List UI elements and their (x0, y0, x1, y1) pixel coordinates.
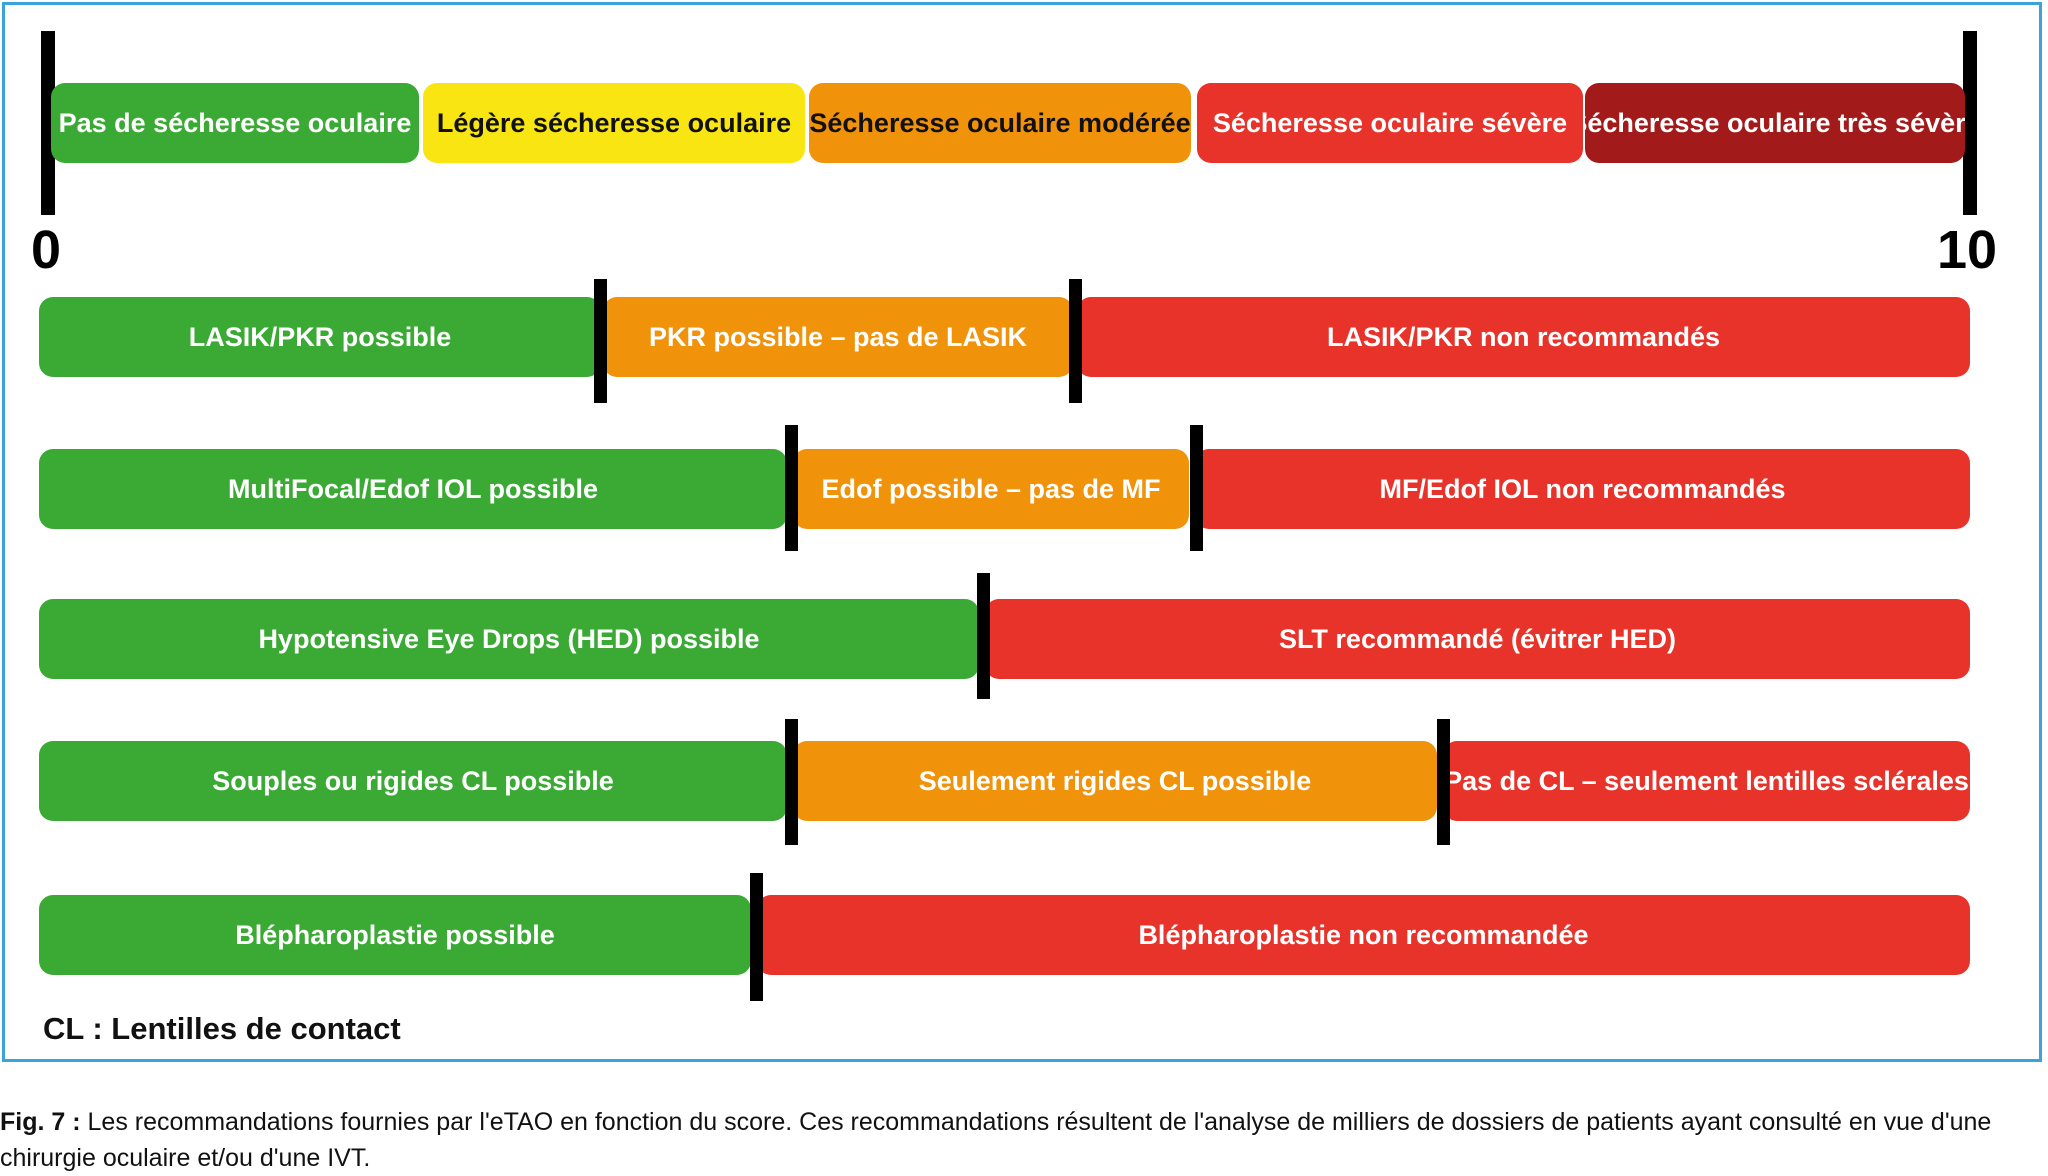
legend-note: CL : Lentilles de contact (43, 1011, 401, 1046)
row1-threshold-1 (594, 279, 607, 403)
mf-edof-possible-segment: MultiFocal/Edof IOL possible (39, 449, 787, 529)
lasik-not-recommended-segment: LASIK/PKR non recommandés (1077, 297, 1970, 377)
figure-caption: Fig. 7 : Les recommandations fournies pa… (0, 1104, 2048, 1176)
severity-level-mild: Légère sécheresse oculaire (423, 83, 805, 163)
pkr-only-segment: PKR possible – pas de LASIK (603, 297, 1073, 377)
row4-threshold-1 (785, 719, 798, 845)
hed-possible-segment: Hypotensive Eye Drops (HED) possible (39, 599, 979, 679)
scale-max-label: 10 (1937, 220, 1998, 280)
soft-rigid-cl-possible-segment: Souples ou rigides CL possible (39, 741, 787, 821)
scale-tick-end (1963, 31, 1977, 215)
row4-threshold-2 (1437, 719, 1450, 845)
scleral-only-segment: Pas de CL – seulement lentilles sclérale… (1443, 741, 1970, 821)
caption-text: Les recommandations fournies par l'eTAO … (0, 1108, 1992, 1172)
caption-label: Fig. 7 : (0, 1108, 81, 1136)
row2-threshold-2 (1190, 425, 1203, 551)
scale-tick-start (41, 31, 55, 215)
slt-recommended-segment: SLT recommandé (évitrer HED) (985, 599, 1970, 679)
blepharoplasty-possible-segment: Blépharoplastie possible (39, 895, 751, 975)
mf-edof-not-recommended-segment: MF/Edof IOL non recommandés (1195, 449, 1970, 529)
blepharoplasty-not-recommended-segment: Blépharoplastie non recommandée (757, 895, 1970, 975)
row2-threshold-1 (785, 425, 798, 551)
edof-only-segment: Edof possible – pas de MF (793, 449, 1189, 529)
row1-threshold-2 (1069, 279, 1082, 403)
severity-level-very-severe: Sécheresse oculaire très sévère (1585, 83, 1965, 163)
severity-level-severe: Sécheresse oculaire sévère (1197, 83, 1583, 163)
row3-threshold-1 (977, 573, 990, 699)
severity-level-none: Pas de sécheresse oculaire (51, 83, 419, 163)
row5-threshold-1 (750, 873, 763, 1001)
severity-level-moderate: Sécheresse oculaire modérée (809, 83, 1191, 163)
rigid-cl-only-segment: Seulement rigides CL possible (793, 741, 1437, 821)
figure-frame: Pas de sécheresse oculaire Légère sécher… (2, 2, 2042, 1062)
scale-min-label: 0 (31, 220, 62, 280)
lasik-possible-segment: LASIK/PKR possible (39, 297, 601, 377)
